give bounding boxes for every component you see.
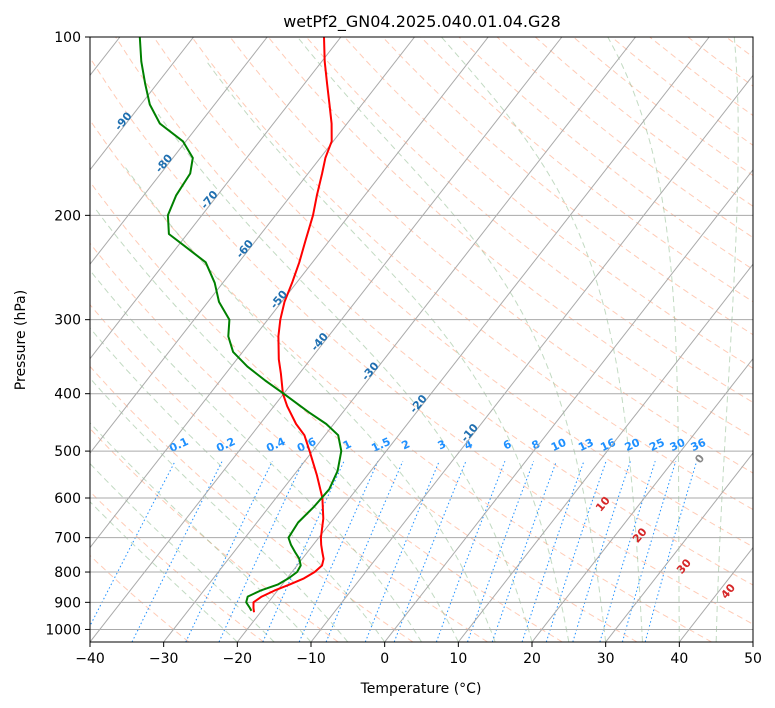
x-tick-label: 20 [523, 651, 541, 667]
moist-adiabat [607, 37, 680, 642]
mixing-ratio-line [467, 461, 535, 642]
moist-adiabat [441, 37, 643, 642]
y-tick-label: 100 [54, 30, 81, 46]
mixing-ratio-line [262, 460, 345, 642]
y-tick-label: 400 [54, 387, 81, 403]
plot-frame [89, 36, 754, 643]
dry-adiabat [90, 554, 190, 642]
mixing-ratio-label: 36 [689, 436, 709, 454]
isotherm-line [90, 37, 268, 266]
dry-adiabat [90, 303, 488, 642]
y-tick-label: 200 [54, 208, 81, 224]
y-tick-label: 500 [54, 444, 81, 460]
x-tick-label: 0 [380, 651, 389, 667]
dry-adiabat [90, 181, 638, 642]
isotherm-line [90, 37, 489, 549]
dry-adiabat [90, 427, 339, 642]
x-tick-label: −40 [75, 651, 105, 667]
isotherm-line [531, 357, 753, 642]
dewpoint-profile [138, 37, 343, 612]
mixing-ratio-label: 10 [549, 436, 569, 454]
isotherm-line [457, 263, 753, 642]
x-tick-label: 50 [744, 651, 762, 667]
y-axis: 100 200 300 400 500 600 700 800 900 1000 [45, 30, 90, 638]
mixing-ratio-label: 16 [598, 436, 618, 454]
x-tick-label: −10 [296, 651, 326, 667]
mixing-ratio-lines: 0.1 0.2 0.4 0.6 1 1.5 2 3 4 6 8 10 13 16 20 25 30 36 [90, 435, 709, 642]
mixing-ratio-line [185, 460, 273, 642]
moist-adiabat [157, 113, 533, 642]
x-tick-label: 30 [597, 651, 615, 667]
isotherm-line [90, 37, 194, 171]
moist-adiabats [90, 37, 739, 642]
x-axis-title: Temperature (°C) [360, 681, 482, 697]
isotherm-line [90, 37, 342, 360]
mixing-ratio-line [435, 461, 506, 642]
isotherm-line [90, 37, 563, 642]
mixing-ratio-line [90, 460, 176, 627]
moist-adiabat [206, 61, 570, 642]
dry-adiabat [267, 37, 753, 438]
isotherm-line [236, 37, 710, 642]
y-tick-label: 300 [54, 313, 81, 329]
moist-adiabat [90, 377, 349, 642]
moist-adiabat [90, 327, 386, 642]
x-tick-label: 10 [449, 651, 467, 667]
isotherm-line [163, 37, 636, 642]
mixing-ratio-line [218, 460, 304, 642]
dry-adiabat [90, 56, 753, 625]
y-tick-label: 1000 [45, 622, 81, 638]
dry-adiabat [191, 37, 753, 511]
moist-adiabat [95, 208, 459, 642]
mixing-ratio-line [621, 461, 677, 642]
y-tick-label: 700 [54, 531, 81, 547]
mixing-ratio-line [393, 461, 467, 642]
temperature-profile [252, 37, 333, 613]
moist-adiabat [297, 37, 607, 642]
moist-adiabat [90, 501, 238, 642]
x-tick-label: −30 [149, 651, 179, 667]
mixing-ratio-line [599, 461, 656, 642]
mixing-ratio-line [572, 461, 631, 642]
isotherm-line [384, 168, 753, 642]
y-tick-label: 800 [54, 565, 81, 581]
dry-adiabat [115, 37, 753, 586]
x-tick-label: 40 [670, 651, 688, 667]
profile-series [138, 37, 343, 613]
moist-adiabat [123, 165, 496, 642]
y-axis-title: Pressure (hPa) [13, 290, 29, 390]
mixing-ratio-line [491, 461, 557, 642]
grid-lines [90, 37, 753, 630]
moist-adiabat [90, 422, 312, 642]
mixing-ratio-label: 13 [576, 436, 595, 454]
isotherm-line [310, 74, 753, 642]
dry-adiabat [420, 37, 753, 303]
skewed-isotherms [90, 37, 753, 642]
dry-adiabat [229, 37, 753, 474]
mixing-ratio-label: 20 [623, 436, 643, 454]
moist-adiabat [90, 462, 275, 642]
dry-adiabat [90, 242, 563, 642]
isotherm-line [605, 452, 753, 642]
y-tick-label: 900 [54, 595, 81, 611]
moist-adiabat [715, 37, 739, 642]
x-axis: −40 −30 −20 −10 0 10 20 30 40 50 [75, 642, 762, 667]
isotherm-line [90, 37, 415, 454]
dry-adiabat [382, 37, 753, 336]
chart-title: wetPf2_GN04.2025.040.01.04.G28 [283, 12, 561, 32]
mixing-ratio-label: 25 [647, 436, 666, 454]
mixing-ratio-line [131, 460, 223, 642]
y-tick-label: 600 [54, 491, 81, 507]
x-tick-label: −20 [223, 651, 253, 667]
dry-adiabat [90, 119, 712, 642]
